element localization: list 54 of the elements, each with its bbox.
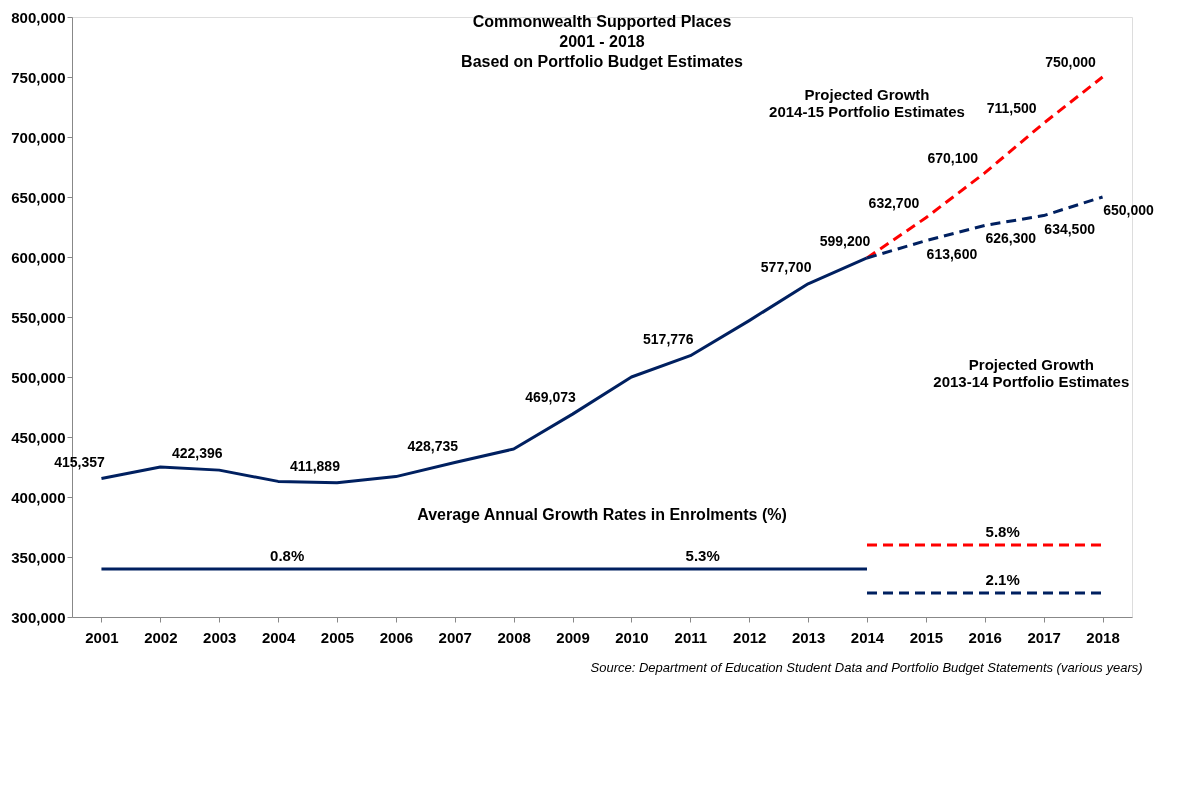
- y-tick-label: 450,000: [11, 428, 66, 446]
- data-label: 415,357: [54, 453, 105, 470]
- x-tick-label: 2016: [968, 628, 1002, 646]
- data-label: 422,396: [171, 445, 223, 462]
- data-label: 634,500: [1044, 220, 1096, 237]
- x-tick-label: 2003: [203, 628, 237, 646]
- annotation: 5.8%: [985, 522, 1020, 540]
- x-tick-label: 2004: [261, 628, 296, 646]
- y-tick-label: 600,000: [11, 248, 66, 266]
- x-tick-label: 2009: [556, 628, 590, 646]
- annotation: 0.8%: [270, 546, 305, 564]
- data-label: 650,000: [1103, 202, 1155, 218]
- y-tick-label: 300,000: [11, 608, 66, 626]
- data-label: 750,000: [1045, 54, 1097, 70]
- data-label: 469,073: [525, 389, 577, 406]
- x-tick-label: 2014: [850, 628, 885, 646]
- y-tick-label: 350,000: [11, 548, 66, 566]
- x-tick-label: 2015: [909, 628, 944, 646]
- x-tick-label: 2002: [144, 628, 178, 646]
- annotation: Projected Growth 2013-14 Portfolio Estimates: [933, 356, 1130, 390]
- y-tick-label: 550,000: [11, 308, 66, 326]
- annotation: Average Annual Growth Rates in Enrolments (%): [417, 506, 787, 523]
- x-tick-label: 2018: [1086, 628, 1120, 646]
- data-label: 577,700: [760, 258, 812, 275]
- data-label: 517,776: [643, 330, 694, 347]
- annotation: 2.1%: [985, 570, 1020, 588]
- y-tick-label: 400,000: [11, 488, 66, 506]
- y-tick-label: 750,000: [11, 68, 66, 86]
- source-note: Source: Department of Education Student Data and Portfolio Budget Statements (various years): [590, 660, 1143, 675]
- annotation: Projected Growth 2014-15 Portfolio Estimates: [769, 86, 965, 120]
- y-tick-label: 500,000: [11, 368, 66, 386]
- data-label: 670,100: [927, 149, 979, 166]
- y-tick-label: 700,000: [11, 128, 66, 146]
- x-tick-label: 2013: [791, 628, 826, 646]
- text: Commonwealth Supported Places 2001 - 2018 Based on Portfolio Budget Estimates: [461, 13, 744, 70]
- data-label: 632,700: [868, 194, 920, 211]
- annotation: 5.3%: [685, 546, 720, 564]
- data-label: 599,200: [819, 232, 871, 249]
- x-tick-label: 2005: [320, 628, 355, 646]
- x-tick-label: 2012: [733, 628, 767, 646]
- x-tick-label: 2010: [615, 628, 649, 646]
- x-tick-label: 2008: [497, 628, 531, 646]
- data-label: 626,300: [985, 230, 1037, 247]
- x-tick-label: 2006: [379, 628, 414, 646]
- x-tick-label: 2017: [1027, 628, 1061, 646]
- x-tick-label: 2007: [438, 628, 472, 646]
- x-tick-label: 2011: [674, 628, 708, 646]
- data-label: 428,735: [407, 437, 459, 454]
- y-tick-label: 800,000: [11, 8, 66, 26]
- data-label: 613,600: [926, 245, 978, 262]
- data-label: 711,500: [986, 100, 1037, 117]
- y-tick-label: 650,000: [11, 188, 66, 206]
- data-label: 411,889: [290, 457, 341, 474]
- x-tick-label: 2001: [85, 628, 119, 646]
